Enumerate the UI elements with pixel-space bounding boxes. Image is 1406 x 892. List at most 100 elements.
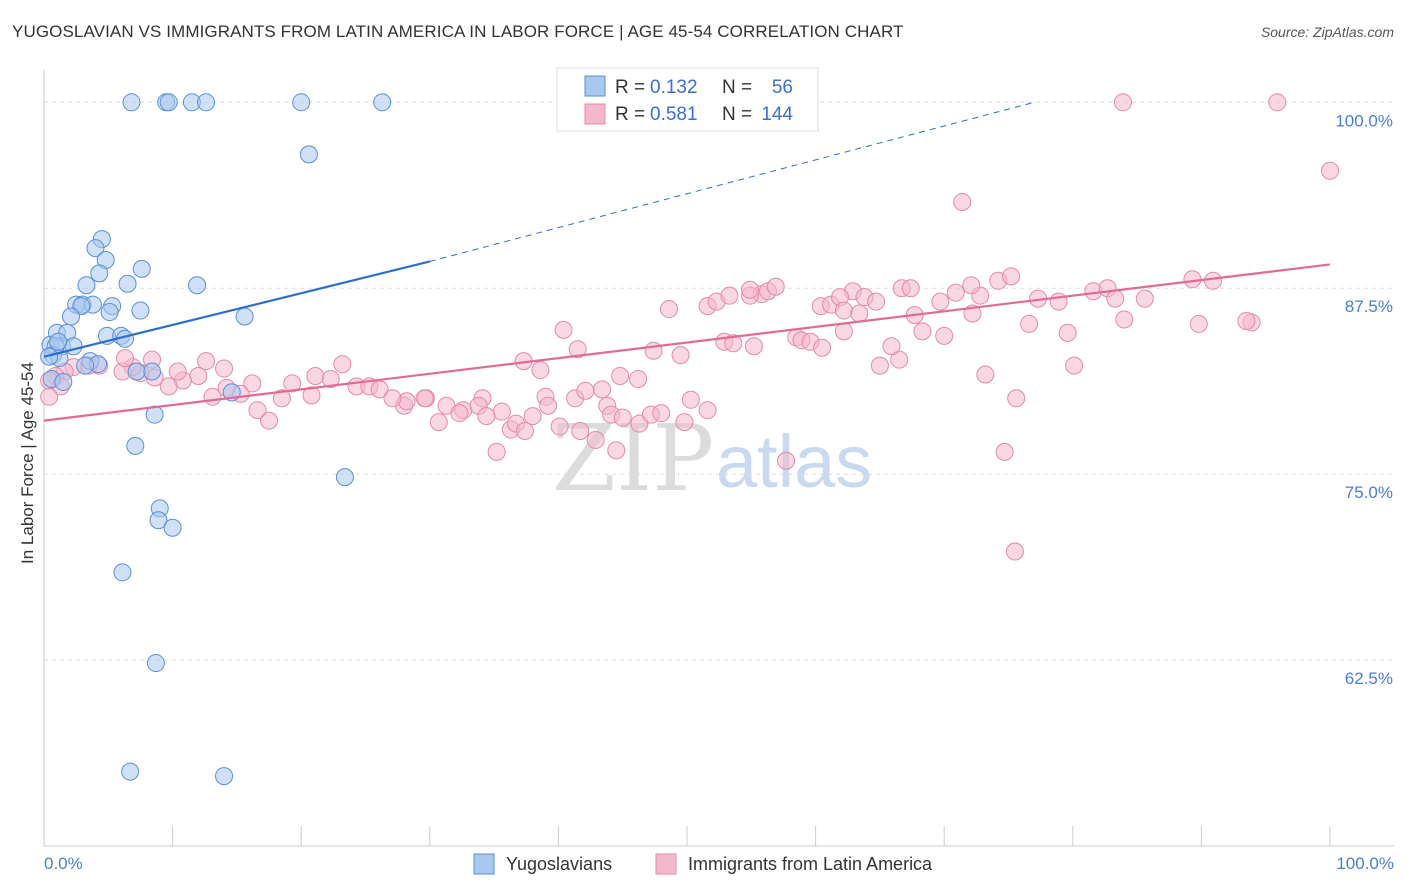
latin-america-point	[487, 442, 506, 461]
legend-r-label-2: R =	[615, 104, 645, 125]
latin-america-point	[1058, 323, 1077, 342]
latin-america-point	[1189, 314, 1208, 333]
latin-america-point	[116, 349, 135, 368]
latin-america-point	[813, 338, 832, 357]
series-legend: Yugoslavians Immigrants from Latin Ameri…	[473, 853, 933, 875]
legend-n-value-1: 56	[772, 77, 793, 98]
yugoslavian-point	[100, 303, 119, 322]
yugoslavian-point	[149, 511, 168, 530]
latin-america-point	[260, 411, 279, 430]
series-legend-swatch-latin-america	[655, 853, 677, 875]
source-credit: Source: ZipAtlas.com	[1260, 24, 1394, 40]
trend-line-latin-america	[43, 263, 1331, 422]
latin-america-point	[741, 280, 760, 299]
latin-america-point	[882, 337, 901, 356]
trend-line-yugoslavians	[43, 260, 431, 358]
latin-america-point	[931, 292, 950, 311]
yugoslavian-point	[159, 93, 178, 112]
latin-america-point	[953, 192, 972, 211]
yugoslavian-point	[40, 347, 59, 366]
series-legend-label-yugoslavians: Yugoslavians	[506, 854, 612, 874]
legend-swatch-blue	[584, 75, 606, 97]
latin-america-point	[539, 396, 558, 415]
x-tick-label-min: 0.0%	[44, 854, 83, 873]
y-tick-label: 62.5%	[1345, 669, 1393, 688]
latin-america-point	[1115, 310, 1134, 329]
latin-america-point	[492, 402, 511, 421]
latin-america-point	[698, 401, 717, 420]
latin-america-point	[867, 292, 886, 311]
latin-america-point	[659, 300, 678, 319]
yugoslavian-point	[77, 276, 96, 295]
legend-r-value-2: 0.581	[650, 104, 698, 125]
yugoslavian-point	[132, 259, 151, 278]
latin-america-point	[913, 322, 932, 341]
latin-america-point	[720, 286, 739, 305]
yugoslavian-point	[215, 767, 234, 786]
yugoslavian-point	[113, 563, 132, 582]
x-ticks	[43, 826, 1331, 846]
latin-america-point	[515, 422, 534, 441]
series-legend-swatch-yugoslavians	[473, 853, 495, 875]
yugoslavian-point	[90, 264, 109, 283]
legend-swatch-pink	[584, 103, 606, 125]
latin-america-point	[777, 451, 796, 470]
yugoslavian-point	[335, 468, 354, 487]
yugoslavian-point	[76, 356, 95, 375]
latin-america-point	[415, 389, 434, 408]
latin-america-point	[976, 365, 995, 384]
latin-america-point	[571, 422, 590, 441]
latin-america-point	[1321, 161, 1339, 180]
latin-america-point	[1135, 289, 1154, 308]
latin-america-point	[671, 346, 690, 365]
latin-america-point	[995, 442, 1014, 461]
legend-r-value-1: 0.132	[650, 77, 698, 98]
latin-america-point	[744, 337, 763, 356]
y-tick-labels: 62.5% 75.0% 87.5% 100.0%	[1335, 111, 1393, 688]
y-axis-title: In Labor Force | Age 45-54	[18, 362, 37, 564]
latin-america-point	[962, 276, 981, 295]
axes	[43, 70, 1394, 847]
latin-america-point	[870, 356, 889, 375]
latin-america-point	[576, 381, 595, 400]
latin-america-point	[834, 322, 853, 341]
y-tick-label: 87.5%	[1345, 297, 1393, 316]
latin-america-point	[1007, 389, 1026, 408]
latin-america-point	[1183, 270, 1202, 289]
yugoslavian-point	[146, 654, 165, 673]
latin-america-point	[477, 407, 496, 426]
y-tick-label: 75.0%	[1345, 483, 1393, 502]
stats-legend: R = 0.132 N = 56 R = 0.581 N = 144	[556, 67, 819, 132]
latin-america-point	[523, 407, 542, 426]
latin-america-point	[652, 404, 671, 423]
latin-america-point	[248, 401, 267, 420]
chart-title: YUGOSLAVIAN VS IMMIGRANTS FROM LATIN AME…	[12, 22, 904, 41]
latin-america-point	[383, 389, 402, 408]
latin-america-point	[850, 304, 869, 323]
latin-america-point	[429, 413, 448, 432]
data-points	[40, 93, 1339, 786]
yugoslavian-point	[373, 93, 392, 112]
yugoslavian-point	[121, 762, 140, 781]
latin-america-point	[550, 417, 569, 436]
latin-america-point	[302, 386, 321, 405]
yugoslavian-point	[197, 93, 216, 112]
latin-america-point	[1203, 271, 1222, 290]
latin-america-point	[611, 366, 630, 385]
latin-america-point	[834, 301, 853, 320]
latin-america-point	[890, 350, 909, 369]
latin-america-point	[215, 359, 234, 378]
latin-america-point	[766, 277, 785, 296]
latin-america-point	[901, 279, 920, 298]
yugoslavian-point	[49, 332, 68, 351]
latin-america-point	[1113, 93, 1132, 112]
x-tick-label-max: 100.0%	[1336, 854, 1394, 873]
latin-america-point	[629, 369, 648, 388]
latin-america-point	[40, 387, 59, 406]
latin-america-point	[675, 413, 694, 432]
yugoslavian-point	[163, 518, 182, 537]
latin-america-point	[243, 374, 262, 393]
latin-america-point	[283, 374, 302, 393]
latin-america-point	[1020, 314, 1039, 333]
